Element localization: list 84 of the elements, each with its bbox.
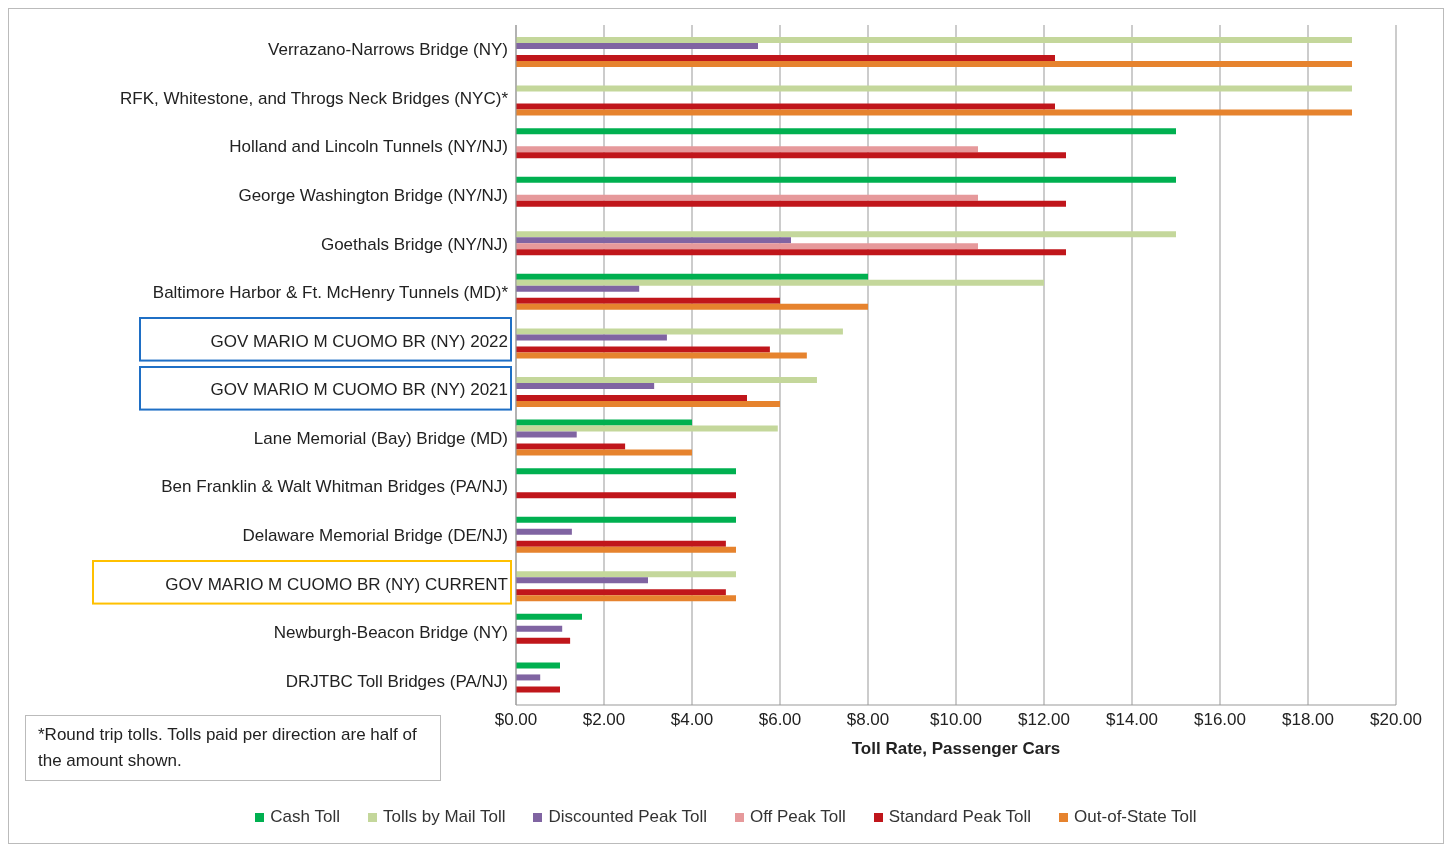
bar (516, 303, 868, 310)
bar (516, 492, 736, 499)
x-tick-label: $10.00 (930, 710, 982, 730)
bar (516, 425, 778, 432)
bar (516, 546, 736, 553)
legend-label: Off Peak Toll (749, 807, 846, 827)
bar (516, 152, 1066, 159)
bar (516, 528, 572, 535)
bar (516, 249, 1066, 256)
x-tick-label: $20.00 (1370, 710, 1422, 730)
bar (516, 243, 978, 250)
bar (516, 352, 807, 359)
legend-label: Standard Peak Toll (888, 807, 1032, 827)
y-tick-label: Delaware Memorial Bridge (DE/NJ) (242, 526, 508, 546)
bar (516, 662, 560, 669)
bar (516, 419, 692, 426)
x-tick-label: $4.00 (670, 710, 714, 730)
y-tick-label: Goethals Bridge (NY/NJ) (320, 234, 508, 254)
legend-label: Out-of-State Toll (1074, 807, 1197, 827)
bar (516, 346, 770, 353)
x-tick-label: $2.00 (582, 710, 626, 730)
bar (516, 468, 736, 475)
bar (516, 613, 582, 620)
x-tick-label: $6.00 (758, 710, 802, 730)
y-tick-label: GOV MARIO M CUOMO BR (NY) 2021 (210, 380, 508, 400)
y-tick-label: Holland and Lincoln Tunnels (NY/NJ) (229, 137, 508, 157)
bar (516, 377, 817, 383)
bar (516, 686, 560, 693)
bar (516, 61, 1352, 67)
x-tick-label: $18.00 (1282, 710, 1334, 730)
x-tick-label: $0.00 (494, 710, 538, 730)
y-tick-label: Verrazano-Narrows Bridge (NY) (268, 40, 508, 60)
bar (516, 85, 1352, 92)
x-axis-title: Toll Rate, Passenger Cars (850, 739, 1062, 759)
bar (516, 279, 1044, 286)
text: *Round trip tolls. Tolls paid per direction are half of the amount shown. (25, 715, 441, 781)
y-tick-label: Ben Franklin & Walt Whitman Bridges (PA/NJ) (161, 477, 508, 497)
y-tick-label: DRJTBC Toll Bridges (PA/NJ) (285, 671, 508, 691)
bar (516, 146, 978, 153)
legend-label: Discounted Peak Toll (548, 807, 707, 827)
bar (516, 334, 667, 341)
y-tick-label: Newburgh-Beacon Bridge (NY) (273, 623, 508, 643)
y-tick-label: RFK, Whitestone, and Throgs Neck Bridges (NYC)* (120, 88, 509, 108)
x-tick-label: $14.00 (1106, 710, 1158, 730)
bar (516, 176, 1176, 183)
y-tick-label: GOV MARIO M CUOMO BR (NY) CURRENT (165, 574, 508, 594)
x-tick-label: $16.00 (1194, 710, 1246, 730)
bar (516, 194, 978, 201)
bar (516, 43, 758, 49)
bar (516, 540, 726, 547)
y-tick-label: GOV MARIO M CUOMO BR (NY) 2022 (210, 331, 508, 351)
bar (516, 674, 541, 681)
bar (516, 128, 1176, 135)
bar (516, 516, 736, 523)
legend-label: Tolls by Mail Toll (382, 807, 506, 827)
bar (516, 577, 648, 584)
bar (516, 625, 563, 632)
bar (516, 431, 577, 438)
bar (516, 383, 655, 389)
y-tick-label: Lane Memorial (Bay) Bridge (MD) (253, 428, 508, 448)
y-tick-label: George Washington Bridge (NY/NJ) (238, 186, 508, 206)
bar (516, 109, 1352, 116)
bar (516, 443, 626, 450)
bar (516, 237, 791, 244)
bar (516, 231, 1176, 238)
bar (516, 37, 1352, 43)
bar (516, 595, 736, 602)
bar (516, 297, 780, 304)
bar (516, 273, 868, 280)
x-tick-label: $12.00 (1018, 710, 1070, 730)
bar (516, 571, 736, 578)
bar (516, 449, 692, 456)
y-tick-label: Baltimore Harbor & Ft. McHenry Tunnels (MD)* (152, 283, 509, 303)
legend-label: Cash Toll (270, 807, 340, 827)
bar (516, 200, 1066, 207)
bar (516, 395, 747, 401)
bar (516, 401, 780, 407)
bar (516, 55, 1055, 61)
bar (516, 285, 640, 292)
bar (516, 328, 843, 335)
bar (516, 637, 571, 644)
bar (516, 589, 726, 596)
bar (516, 103, 1055, 110)
x-tick-label: $8.00 (846, 710, 890, 730)
